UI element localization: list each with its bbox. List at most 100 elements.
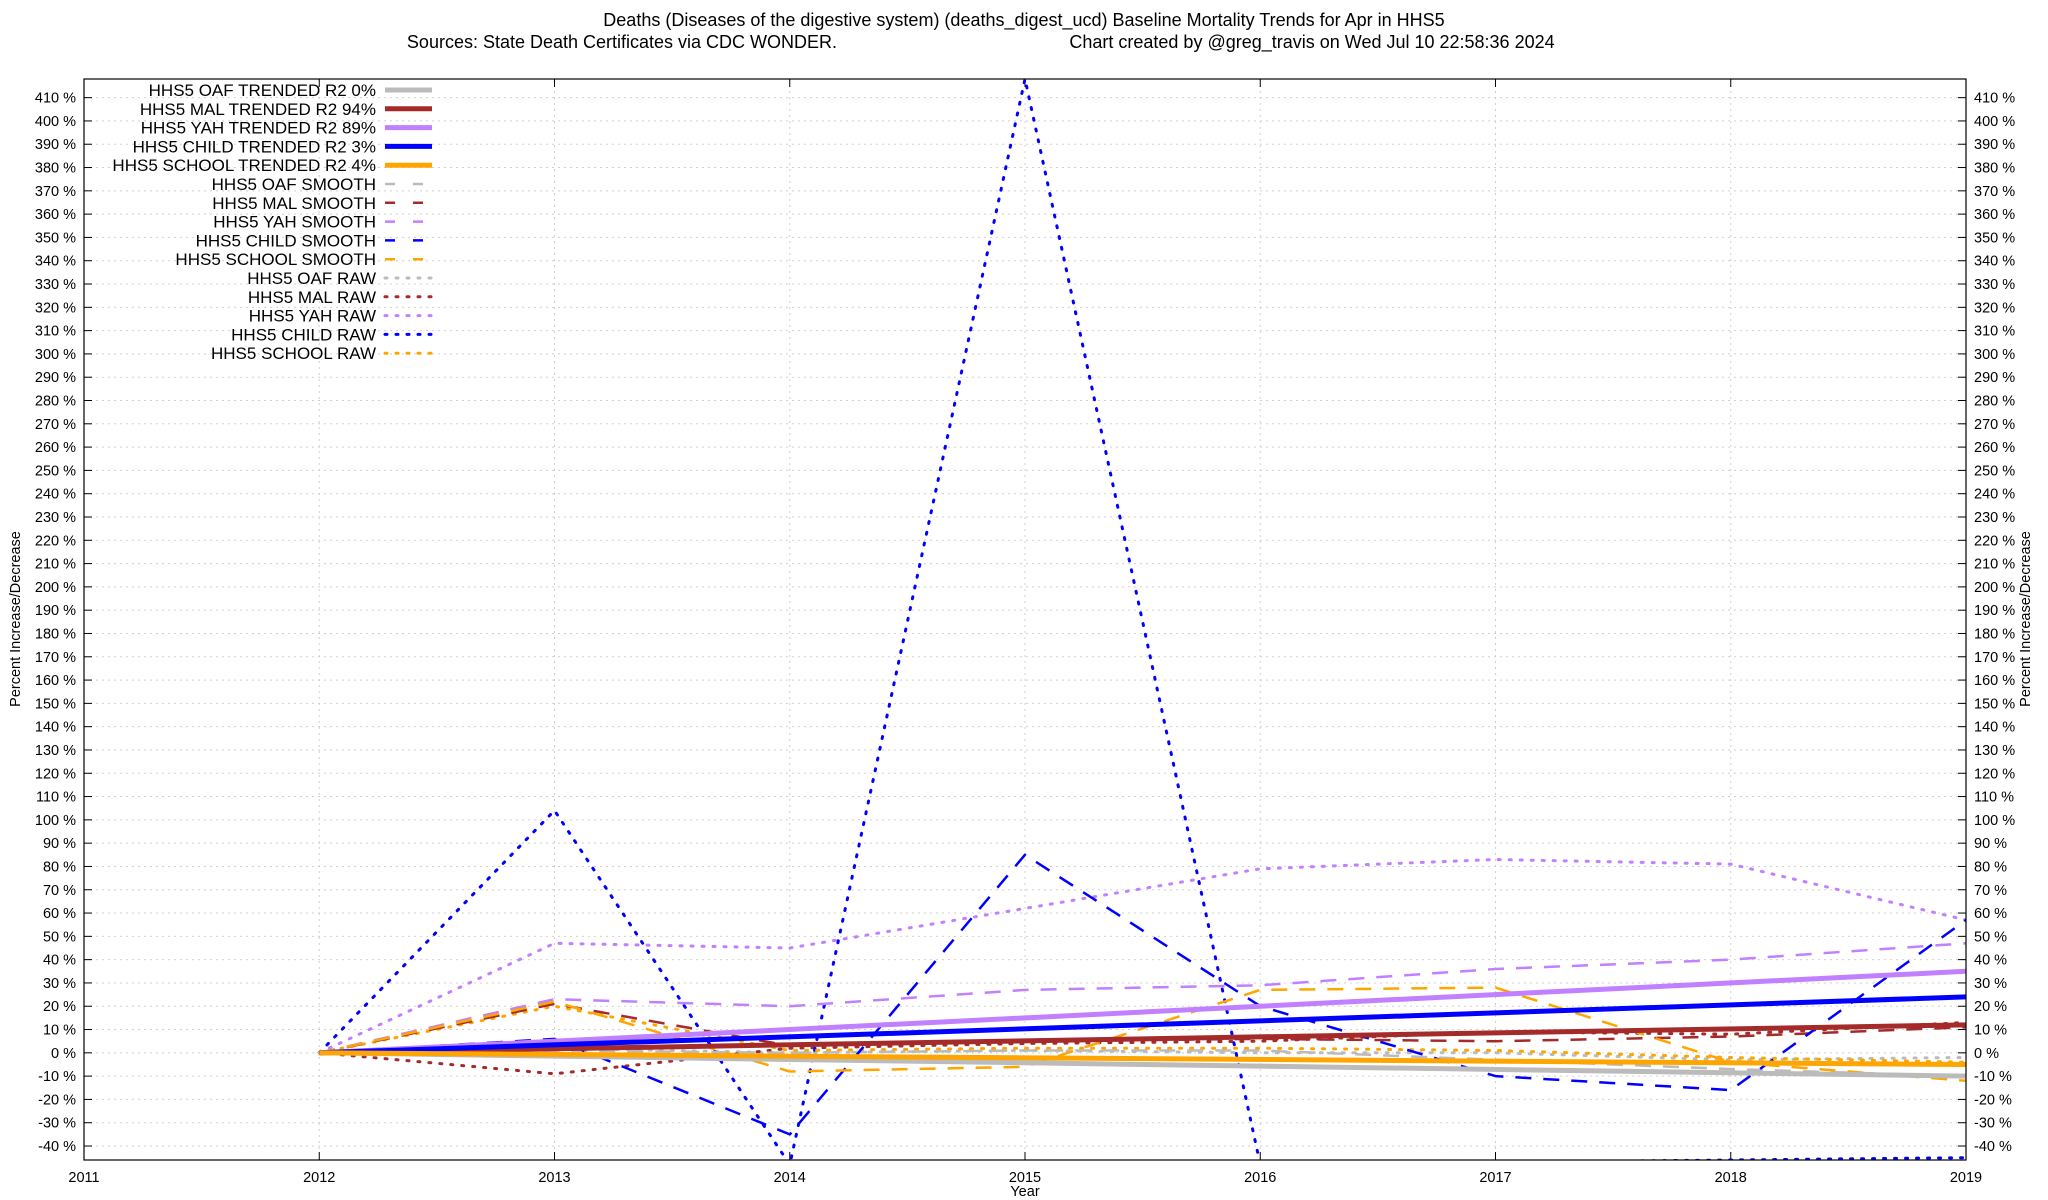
y-tick-label-left: 320 % [35, 300, 76, 316]
series-line-9 [319, 986, 1966, 1083]
y-tick-label-left: 30 % [43, 976, 76, 992]
y-tick-label-right: -30 % [1974, 1116, 2012, 1132]
y-tick-label-right: 120 % [1974, 766, 2015, 782]
series-line-4 [319, 1050, 1966, 1067]
y-tick-label-right: 260 % [1974, 440, 2015, 456]
y-tick-label-right: 60 % [1974, 906, 2007, 922]
y-tick-label-right: 40 % [1974, 953, 2007, 969]
legend-label: HHS5 CHILD SMOOTH [196, 231, 376, 250]
y-tick-label-left: 300 % [35, 347, 76, 363]
x-axis-label: Year [1010, 1184, 1039, 1200]
y-tick-label-right: 190 % [1974, 603, 2015, 619]
legend-label: HHS5 SCHOOL RAW [211, 344, 376, 363]
y-tick-label-left: 380 % [35, 161, 76, 177]
y-tick-label-left: -10 % [38, 1069, 76, 1085]
x-tick-label: 2018 [1715, 1170, 1747, 1186]
y-tick-label-right: 400 % [1974, 114, 2015, 130]
plot-frame [83, 78, 1967, 1161]
y-tick-label-left: 280 % [35, 394, 76, 410]
y-tick-label-right: 50 % [1974, 929, 2007, 945]
y-tick-label-right: 360 % [1974, 207, 2015, 223]
y-tick-label-right: 350 % [1974, 230, 2015, 246]
y-tick-label-left: 270 % [35, 417, 76, 433]
y-tick-label-left: 140 % [35, 720, 76, 736]
y-tick-label-right: 130 % [1974, 743, 2015, 759]
y-tick-label-right: 20 % [1974, 999, 2007, 1015]
series-line-2 [319, 968, 1966, 1056]
y-tick-label-right: 320 % [1974, 300, 2015, 316]
legend-label: HHS5 CHILD RAW [231, 325, 376, 344]
series-line-8 [319, 853, 1966, 1136]
y-tick-label-right: 10 % [1974, 1023, 2007, 1039]
y-tick-label-right: 310 % [1974, 324, 2015, 340]
y-tick-label-right: 150 % [1974, 696, 2015, 712]
y-tick-label-right: -40 % [1974, 1139, 2012, 1155]
y-tick-label-right: 30 % [1974, 976, 2007, 992]
y-tick-label-left: 130 % [35, 743, 76, 759]
y-tick-label-left: 90 % [43, 836, 76, 852]
y-tick-label-left: 220 % [35, 533, 76, 549]
y-tick-label-left: 370 % [35, 184, 76, 200]
y-tick-label-right: 330 % [1974, 277, 2015, 293]
axis-ticks: -40 % -40 % -30 % -30 % -20 % -20 % -10 % -10 %… [35, 79, 2015, 1186]
grid [83, 79, 1967, 1160]
y-tick-label-right: 370 % [1974, 184, 2015, 200]
y-tick-label-left: -40 % [38, 1139, 76, 1155]
y-tick-label-right: 410 % [1974, 91, 2015, 107]
y-tick-label-right: -10 % [1974, 1069, 2012, 1085]
y-tick-label-left: 60 % [43, 906, 76, 922]
x-tick-label: 2011 [68, 1170, 99, 1186]
series-line-12 [317, 858, 1966, 1055]
x-tick-label: 2012 [303, 1170, 335, 1186]
chart-title-line2-left: Sources: State Death Certificates via CD… [407, 32, 837, 52]
y-tick-label-left: 260 % [35, 440, 76, 456]
series-lines [317, 79, 1966, 1160]
y-tick-label-left: 230 % [35, 510, 76, 526]
y-tick-label-left: 310 % [35, 324, 76, 340]
y-tick-label-right: 230 % [1974, 510, 2015, 526]
y-tick-label-left: 150 % [35, 696, 76, 712]
y-tick-label-left: 160 % [35, 673, 76, 689]
x-tick-label: 2016 [1244, 1170, 1276, 1186]
y-tick-label-right: 250 % [1974, 463, 2015, 479]
x-tick-label: 2013 [538, 1170, 570, 1186]
legend-label: HHS5 CHILD TRENDED R2 3% [133, 137, 376, 156]
legend-label: HHS5 MAL SMOOTH [212, 194, 376, 213]
series-line-13 [317, 79, 1966, 1160]
y-tick-label-left: 390 % [35, 137, 76, 153]
y-tick-label-right: 220 % [1974, 533, 2015, 549]
y-tick-label-left: 250 % [35, 463, 76, 479]
series-line-11 [317, 1021, 1966, 1076]
y-tick-label-left: 80 % [43, 859, 76, 875]
y-tick-label-right: 240 % [1974, 487, 2015, 503]
y-tick-label-left: 40 % [43, 953, 76, 969]
y-axis-label-right: Percent Increase/Decrease [2018, 531, 2034, 707]
x-tick-label: 2017 [1479, 1170, 1511, 1186]
chart-title-line2-right: Chart created by @greg_travis on Wed Jul… [1069, 32, 1554, 53]
legend-label: HHS5 OAF RAW [247, 269, 376, 288]
y-tick-label-right: 110 % [1974, 790, 2014, 806]
y-tick-label-right: 200 % [1974, 580, 2015, 596]
y-tick-label-left: 110 % [36, 790, 76, 806]
legend-label: HHS5 YAH RAW [249, 307, 376, 326]
legend-label: HHS5 OAF SMOOTH [212, 175, 376, 194]
legend: HHS5 OAF TRENDED R2 0%HHS5 MAL TRENDED R… [112, 81, 434, 363]
chart-title-line1: Deaths (Diseases of the digestive system… [603, 10, 1444, 31]
y-tick-label-left: 290 % [35, 370, 76, 386]
y-tick-label-right: 160 % [1974, 673, 2015, 689]
y-tick-label-left: 210 % [35, 557, 76, 573]
y-tick-label-right: 270 % [1974, 417, 2015, 433]
legend-label: HHS5 YAH SMOOTH [213, 213, 376, 232]
y-tick-label-left: 240 % [35, 487, 76, 503]
y-tick-label-right: 390 % [1974, 137, 2015, 153]
y-tick-label-right: 180 % [1974, 626, 2015, 642]
y-tick-label-left: 70 % [43, 883, 76, 899]
series-line-5 [319, 1049, 1966, 1078]
y-tick-label-left: -30 % [38, 1116, 76, 1132]
y-tick-label-left: 170 % [35, 650, 76, 666]
y-tick-label-left: 100 % [35, 813, 76, 829]
y-tick-label-left: 0 % [51, 1046, 76, 1062]
y-tick-label-right: 300 % [1974, 347, 2015, 363]
y-tick-label-right: 340 % [1974, 254, 2015, 270]
